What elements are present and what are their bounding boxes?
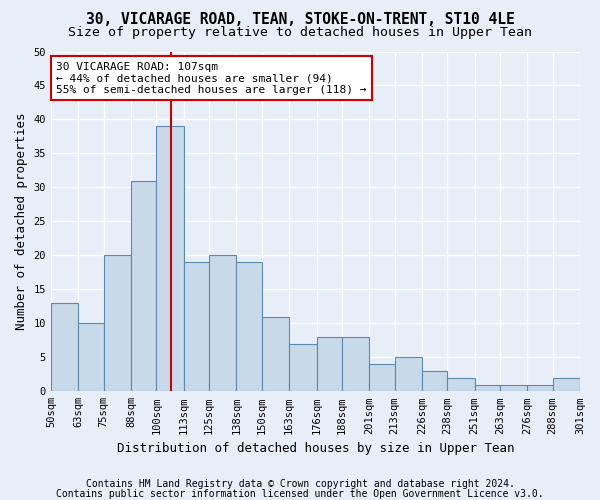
Bar (527, 384, 553, 392)
Bar (500, 384, 527, 392)
Bar (236, 262, 262, 392)
Text: 30, VICARAGE ROAD, TEAN, STOKE-ON-TRENT, ST10 4LE: 30, VICARAGE ROAD, TEAN, STOKE-ON-TRENT,… (86, 12, 514, 28)
Bar (475, 384, 500, 392)
Bar (157, 126, 184, 392)
Bar (447, 378, 475, 392)
Bar (317, 337, 342, 392)
Text: Size of property relative to detached houses in Upper Tean: Size of property relative to detached ho… (68, 26, 532, 39)
Bar (395, 358, 422, 392)
Text: 30 VICARAGE ROAD: 107sqm
← 44% of detached houses are smaller (94)
55% of semi-d: 30 VICARAGE ROAD: 107sqm ← 44% of detach… (56, 62, 367, 95)
Y-axis label: Number of detached properties: Number of detached properties (15, 112, 28, 330)
Bar (369, 364, 395, 392)
Bar (209, 256, 236, 392)
X-axis label: Distribution of detached houses by size in Upper Tean: Distribution of detached houses by size … (117, 442, 514, 455)
Bar (131, 180, 157, 392)
Bar (289, 344, 317, 392)
Bar (580, 378, 600, 392)
Bar (342, 337, 369, 392)
Bar (553, 378, 580, 392)
Bar (422, 371, 447, 392)
Text: Contains public sector information licensed under the Open Government Licence v3: Contains public sector information licen… (56, 489, 544, 499)
Text: Contains HM Land Registry data © Crown copyright and database right 2024.: Contains HM Land Registry data © Crown c… (86, 479, 514, 489)
Bar (79, 324, 104, 392)
Bar (51, 303, 79, 392)
Bar (104, 256, 131, 392)
Bar (184, 262, 209, 392)
Bar (262, 316, 289, 392)
